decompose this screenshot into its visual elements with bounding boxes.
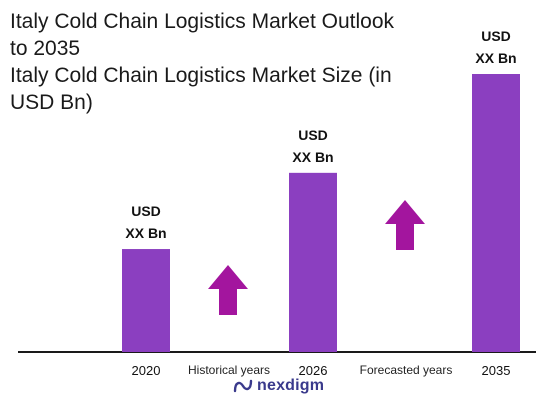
bar-2020 bbox=[122, 249, 170, 352]
brand-name: nexdigm bbox=[257, 377, 325, 394]
growth-arrow-forecast-icon bbox=[385, 200, 425, 250]
chart-title: Italy Cold Chain Logistics Market Outloo… bbox=[10, 8, 430, 116]
x-tick-label-2020: 2020 bbox=[132, 363, 161, 378]
data-label-2020-line-2: XX Bn bbox=[125, 225, 166, 241]
title-line-2: to 2035 bbox=[10, 37, 81, 60]
bar-2035 bbox=[472, 74, 520, 352]
bar-2026 bbox=[289, 172, 337, 352]
brand-logo: nexdigm bbox=[232, 375, 324, 397]
x-tick-label-2035: 2035 bbox=[482, 363, 511, 378]
data-label-2020-line-1: USD bbox=[131, 203, 161, 219]
title-line-1: Italy Cold Chain Logistics Market Outloo… bbox=[10, 10, 394, 33]
period-label-forecasted: Forecasted years bbox=[360, 363, 453, 377]
period-label-historical: Historical years bbox=[188, 363, 270, 377]
subtitle-line-2: USD Bn) bbox=[10, 91, 93, 114]
growth-arrow-historical-icon bbox=[208, 265, 248, 315]
x-tick-label-2026: 2026 bbox=[299, 363, 328, 378]
nexdigm-logo-icon bbox=[233, 379, 253, 393]
data-label-2035-line-1: USD bbox=[481, 28, 511, 44]
data-label-2026-line-1: USD bbox=[298, 127, 328, 143]
data-label-2026-line-2: XX Bn bbox=[292, 149, 333, 165]
data-label-2035-line-2: XX Bn bbox=[475, 50, 516, 66]
subtitle-line-1: Italy Cold Chain Logistics Market Size (… bbox=[10, 64, 392, 87]
